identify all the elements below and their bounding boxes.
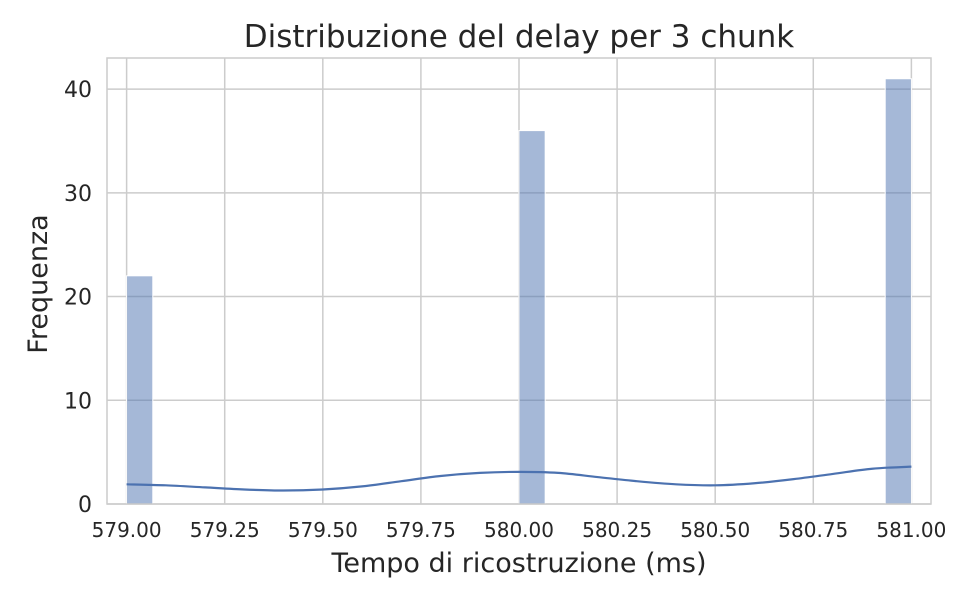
x-tick-label-2: 579.50	[288, 518, 358, 542]
y-axis-label: Frequenza	[23, 214, 54, 353]
kde-line	[126, 465, 912, 492]
y-tick-labels: 0 10 20 30 40	[64, 78, 92, 518]
x-tick-label-5: 580.25	[582, 518, 652, 542]
kde-curve	[126, 465, 912, 492]
histogram-bar-0	[126, 275, 154, 505]
y-tick-label-0: 0	[78, 493, 92, 518]
chart-title: Distribuzione del delay per 3 chunk	[244, 19, 795, 55]
y-tick-label-3: 30	[64, 182, 92, 207]
x-tick-labels: 579.00 579.25 579.50 579.75 580.00 580.25 580.…	[92, 518, 947, 542]
histogram-bars	[126, 78, 912, 505]
y-tick-label-2: 20	[64, 286, 92, 311]
x-axis-label: Tempo di ricostruzione (ms)	[330, 548, 706, 579]
x-tick-label-8: 581.00	[876, 518, 946, 542]
x-tick-label-0: 579.00	[92, 518, 162, 542]
x-tick-label-1: 579.25	[190, 518, 260, 542]
x-tick-label-6: 580.50	[680, 518, 750, 542]
histogram-bar-2	[884, 78, 912, 505]
y-tick-label-4: 40	[64, 78, 92, 103]
y-tick-label-1: 10	[64, 389, 92, 414]
plot-frame	[106, 57, 932, 505]
x-tick-label-7: 580.75	[778, 518, 848, 542]
x-tick-label-3: 579.75	[386, 518, 456, 542]
x-tick-label-4: 580.00	[484, 518, 554, 542]
histogram-bar-1	[518, 130, 546, 505]
